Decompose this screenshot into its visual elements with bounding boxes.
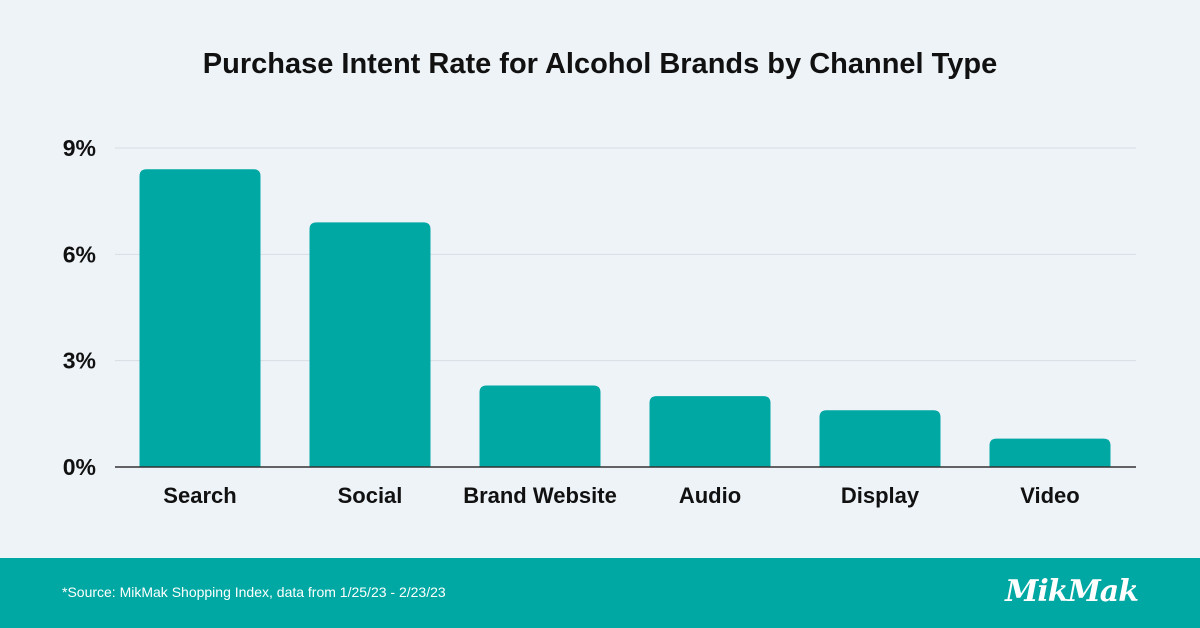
chart-title: Purchase Intent Rate for Alcohol Brands … [202, 48, 998, 80]
bar-search [139, 169, 261, 467]
x-tick-label: Display [841, 483, 920, 508]
x-tick-label: Search [163, 483, 236, 508]
x-tick-labels: Search Social Brand Website Audio Display Vid… [163, 483, 1079, 508]
y-tick-label: 3% [63, 348, 96, 374]
x-tick-label: Social [338, 483, 403, 508]
bars [139, 169, 1111, 467]
x-tick-label: Video [1020, 483, 1080, 508]
footer-banner: *Source: MikMak Shopping Index, data fro… [0, 558, 1200, 628]
y-tick-label: 6% [63, 241, 96, 267]
gridlines [115, 147, 1136, 362]
x-tick-label: Audio [679, 483, 741, 508]
bar-audio [649, 396, 771, 467]
bar-video [989, 438, 1111, 467]
bar-social [309, 222, 431, 467]
y-tick-label: 9% [63, 135, 96, 161]
bar-chart: 0% 3% 6% 9% Search Social Brand Website Audio D… [63, 135, 1136, 508]
source-note: *Source: MikMak Shopping Index, data fro… [62, 584, 446, 600]
mikmak-logo: MikMak [1005, 574, 1139, 609]
y-tick-labels: 0% 3% 6% 9% [63, 135, 96, 480]
bar-brand-website [479, 385, 601, 467]
y-tick-label: 0% [63, 454, 96, 480]
x-tick-label: Brand Website [463, 483, 617, 508]
bar-display [819, 410, 941, 467]
